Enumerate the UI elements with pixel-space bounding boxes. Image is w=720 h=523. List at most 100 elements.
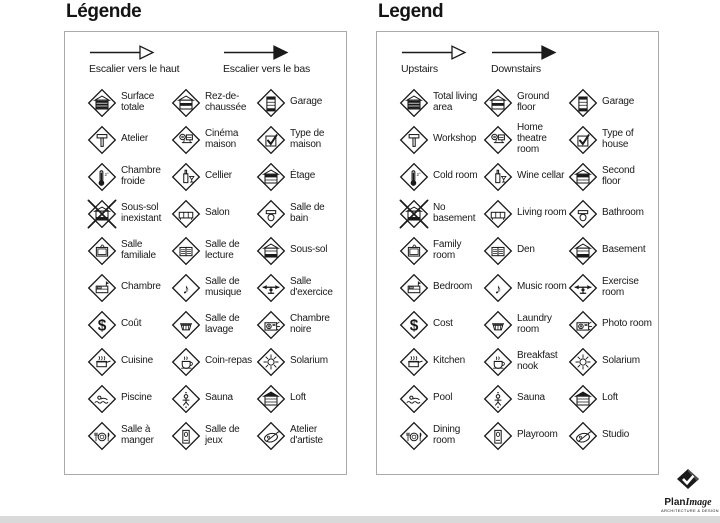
legend-item: Loft <box>256 380 342 417</box>
type-of-house-icon <box>568 125 598 154</box>
breakfast-nook-icon <box>483 347 513 376</box>
workshop-icon <box>399 125 429 154</box>
legend-item: Sauna <box>171 380 256 417</box>
legend-item-label: Coût <box>121 318 142 330</box>
no-basement-icon <box>87 199 117 228</box>
bottom-bar <box>0 516 720 523</box>
photo-room-icon <box>256 310 286 339</box>
legend-item: Salle d'exercice <box>256 269 342 306</box>
arrow-label: Escalier vers le haut <box>89 63 180 75</box>
legend-item-label: Salon <box>205 207 230 219</box>
sauna-icon <box>483 384 513 413</box>
playroom-icon <box>171 421 201 450</box>
bedroom-icon <box>399 273 429 302</box>
cold-room-icon: 2° <box>87 162 117 191</box>
legend-item-label: Salle de lecture <box>205 238 240 261</box>
living-room-icon <box>171 199 201 228</box>
legend-item-label: Cellier <box>205 170 232 182</box>
logo-tagline: ARCHITECTURE & DESIGN <box>661 508 719 513</box>
legend-grid: Surface totale Rez-de-chaussée Garage Ateli… <box>87 84 342 454</box>
legend-item-label: Cost <box>433 318 453 330</box>
legend-item-label: Chambre noire <box>290 312 330 335</box>
legend-item: ♪ Salle de musique <box>171 269 256 306</box>
bedroom-icon <box>87 273 117 302</box>
legend-item-label: Coin-repas <box>205 355 252 367</box>
legend-item: Home theatre room <box>483 121 568 158</box>
legend-item-label: Surface totale <box>121 90 155 113</box>
home-theatre-icon <box>171 125 201 154</box>
legend-item-label: No basement <box>433 201 476 224</box>
cold-room-icon: 2° <box>399 162 429 191</box>
wine-cellar-icon <box>483 162 513 191</box>
legend-item: Type de maison <box>256 121 342 158</box>
legend-item: Bathroom <box>568 195 654 232</box>
legend-item: Breakfast nook <box>483 343 568 380</box>
legend-item: Laundry room <box>483 306 568 343</box>
legend-item: Salle de bain <box>256 195 342 232</box>
legend-item-label: Atelier d'artiste <box>290 423 323 446</box>
exercise-room-icon <box>568 273 598 302</box>
legend-item: $ Cost <box>399 306 483 343</box>
logo-name-plan: Plan <box>664 497 686 508</box>
den-icon <box>171 236 201 265</box>
legend-item-label: Étage <box>290 170 316 182</box>
kitchen-icon <box>87 347 117 376</box>
legend-item: Loft <box>568 380 654 417</box>
up-arrow-icon <box>90 45 155 60</box>
legend-item: Salle de jeux <box>171 417 256 454</box>
legend-item-label: Dining room <box>433 423 461 446</box>
svg-text:2°: 2° <box>417 172 421 177</box>
legend-item: 2° Cold room <box>399 158 483 195</box>
legend-item-label: Salle à manger <box>121 423 154 446</box>
total-living-area-icon <box>399 88 429 117</box>
stairs-up-arrow: Upstairs <box>401 45 475 75</box>
playroom-icon <box>483 421 513 450</box>
legend-item: Sous-sol inexistant <box>87 195 171 232</box>
legend-item-label: Bathroom <box>602 207 644 219</box>
legend-item-label: Salle de bain <box>290 201 325 224</box>
legend-item: ♪ Music room <box>483 269 568 306</box>
legend-item-label: Sauna <box>517 392 545 404</box>
legend-item-label: Salle de musique <box>205 275 242 298</box>
type-of-house-icon <box>256 125 286 154</box>
legend-item-label: Living room <box>517 207 567 219</box>
legend-item: Workshop <box>399 121 483 158</box>
legend-item-label: Chambre <box>121 281 161 293</box>
legend-item-label: Garage <box>290 96 323 108</box>
svg-text:♪: ♪ <box>182 280 189 296</box>
legend-item-label: Wine cellar <box>517 170 565 182</box>
legend-item-label: Loft <box>602 392 618 404</box>
legend-panel-french: Escalier vers le haut Escalier vers le ba… <box>64 31 347 475</box>
svg-text:$: $ <box>410 317 419 334</box>
legend-item: Cellier <box>171 158 256 195</box>
loft-icon <box>568 384 598 413</box>
total-living-area-icon <box>87 88 117 117</box>
laundry-room-icon <box>171 310 201 339</box>
arrow-label: Upstairs <box>401 63 438 75</box>
legend-item-label: Pool <box>433 392 453 404</box>
legend-item-label: Salle d'exercice <box>290 275 333 298</box>
legend-item-label: Type of house <box>602 127 634 150</box>
page-title-french: Légende <box>66 1 142 22</box>
logo-name-image: Image <box>685 497 712 508</box>
up-arrow-icon <box>402 45 467 60</box>
bathroom-icon <box>568 199 598 228</box>
legend-item-label: Garage <box>602 96 635 108</box>
stairs-arrows: Escalier vers le haut Escalier vers le ba… <box>65 32 346 75</box>
legend-item: Surface totale <box>87 84 171 121</box>
legend-item: Pool <box>399 380 483 417</box>
laundry-room-icon <box>483 310 513 339</box>
photo-room-icon <box>568 310 598 339</box>
legend-item: Bedroom <box>399 269 483 306</box>
legend-item-label: Breakfast nook <box>517 349 558 372</box>
legend-item-label: Studio <box>602 429 630 441</box>
legend-item: Kitchen <box>399 343 483 380</box>
studio-icon <box>568 421 598 450</box>
garage-icon <box>256 88 286 117</box>
down-arrow-icon <box>492 45 557 60</box>
legend-item: Solarium <box>568 343 654 380</box>
basement-icon <box>568 236 598 265</box>
legend-item: Living room <box>483 195 568 232</box>
legend-item: Family room <box>399 232 483 269</box>
